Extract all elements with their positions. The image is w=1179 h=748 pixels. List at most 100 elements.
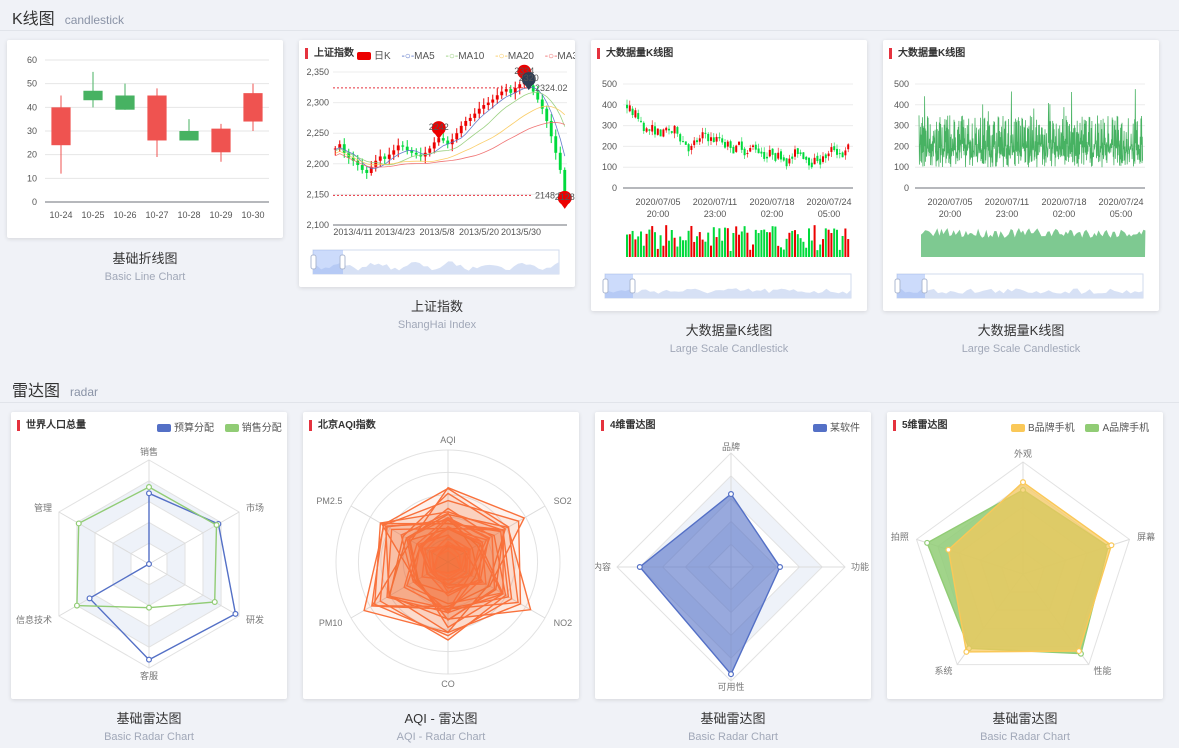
chart-caption[interactable]: 基础折线图 Basic Line Chart <box>104 251 186 283</box>
volume-area <box>921 228 1146 257</box>
chart-legend[interactable]: 某软件 <box>813 419 860 434</box>
volume-bar <box>808 228 810 257</box>
volume-bar <box>774 226 777 257</box>
datazoom-selection <box>605 274 633 298</box>
shanghai-index-chart: 2,100 2,150 2,200 2,250 2,300 2,350 2324.02 214… <box>306 64 575 275</box>
radar-series-point <box>211 598 218 605</box>
chart-card-radar-budget[interactable]: 销售 市场 研发 客服 信息技术 管理 世界人口总量 预算分配 销售分配 <box>11 412 287 699</box>
chart-caption[interactable]: 上证指数 ShangHai Index <box>397 299 477 331</box>
chart-card-basic-candlestick[interactable]: 0 10 20 30 40 50 60 10-24 10-25 10-26 10-27 10-28 10… <box>7 40 283 238</box>
y-tick-label: 30 <box>27 126 37 136</box>
legend-item-ma20[interactable]: -○-MA20 <box>495 51 534 62</box>
volume-bar <box>754 229 757 257</box>
candle-body <box>509 89 513 93</box>
volume-bar <box>631 230 634 257</box>
candle-body <box>696 140 698 143</box>
chart-card-large-candlestick-1[interactable]: 0 100 200 300 400 500 2020/07/05 20:00 2020/07/1… <box>591 40 867 311</box>
volume-bar <box>819 244 822 257</box>
chart-legend[interactable]: 预算分配 销售分配 <box>157 419 282 434</box>
radar-spoke <box>447 561 546 619</box>
mark-point-pin <box>521 72 536 87</box>
candle-body <box>338 144 342 149</box>
radar-series-point <box>777 564 784 571</box>
radar-series-area <box>947 481 1113 653</box>
chart-caption[interactable]: 基础雷达图 Basic Radar Chart <box>980 711 1070 743</box>
chart-caption[interactable]: 大数据量K线图 Large Scale Candlestick <box>669 323 789 355</box>
candle-body <box>536 91 540 100</box>
radar-indicator-label: 系统 <box>934 665 952 676</box>
radar-series-area <box>433 549 462 575</box>
x-tick-label: 2020/07/05 <box>927 197 972 207</box>
candle-body <box>387 154 391 159</box>
candle-body <box>682 141 684 143</box>
volume-bar <box>682 240 684 257</box>
datazoom-area <box>313 261 559 274</box>
legend-item-ma5[interactable]: -○-MA5 <box>401 51 435 62</box>
y-tick-label: 0 <box>904 183 909 193</box>
radar-spoke <box>447 505 546 563</box>
legend-item-budget[interactable]: 预算分配 <box>157 423 214 434</box>
candle-body <box>662 129 665 137</box>
x-tick-label: 10-27 <box>145 210 168 220</box>
radar-indicator-label: 拍照 <box>891 531 909 542</box>
chart-card-shanghai-index[interactable]: 2,100 2,150 2,200 2,250 2,300 2,350 2324.02 214… <box>299 40 575 287</box>
chart-caption[interactable]: AQI - 雷达图 AQI - Radar Chart <box>396 711 486 743</box>
candle-body <box>796 148 799 155</box>
volume-bar <box>749 249 752 257</box>
chart-legend[interactable]: 日K -○-MA5 -○-MA10 -○-MA20 -○-MA30 <box>357 47 575 62</box>
candle-body <box>419 154 423 157</box>
x-tick-label: 10-30 <box>241 210 264 220</box>
candle-body <box>732 146 735 154</box>
volume-bar <box>718 228 721 257</box>
legend-item-brand-a[interactable]: A品牌手机 <box>1085 423 1149 434</box>
candle-body <box>749 147 752 152</box>
mark-point-label: 2128 <box>555 192 575 202</box>
chart-card-radar-aqi[interactable]: AQI SO2 NO2 CO PM10 PM2.5 北京AQI指数 <box>303 412 579 699</box>
legend-item-brand-b[interactable]: B品牌手机 <box>1011 423 1075 434</box>
volume-bar <box>816 250 819 257</box>
candle-body <box>654 126 656 135</box>
chart-card-radar-5d[interactable]: 外观 屏幕 性能 系统 拍照 5维雷达图 B品牌手机 A品牌手机 <box>887 412 1163 699</box>
section-subtitle: radar <box>70 385 99 399</box>
chart-caption[interactable]: 基础雷达图 Basic Radar Chart <box>688 711 778 743</box>
radar-indicator-label: 市场 <box>246 502 264 513</box>
volume-bar <box>836 229 838 257</box>
candle-body <box>179 131 199 141</box>
candle-body <box>698 138 701 142</box>
candle-body <box>805 156 808 160</box>
section-header-radar: 雷达图 radar <box>0 372 1179 403</box>
chart-legend[interactable]: B品牌手机 A品牌手机 <box>1011 419 1149 434</box>
candle-body <box>486 102 490 106</box>
volume-bar <box>659 235 662 257</box>
volume-bar <box>640 231 642 257</box>
chart-caption[interactable]: 大数据量K线图 Large Scale Candlestick <box>961 323 1081 355</box>
y-tick-label: 100 <box>602 162 617 172</box>
legend-item-dayk[interactable]: 日K <box>357 51 391 62</box>
radar-series-point <box>146 604 153 611</box>
chart-card-large-candlestick-2[interactable]: 0 100 200 300 400 500 2020/07/05 20:00 2020/07/1… <box>883 40 1159 311</box>
radar-indicator-label: NO2 <box>554 618 573 628</box>
x-tick-label: 2013/5/30 <box>501 227 541 237</box>
y-tick-label: 2,250 <box>306 128 329 138</box>
chart-title: 大数据量K线图 <box>597 48 673 59</box>
chart-caption[interactable]: 基础雷达图 Basic Radar Chart <box>104 711 194 743</box>
candle-body <box>693 140 696 146</box>
legend-item-ma30[interactable]: -○-MA30 <box>544 51 575 62</box>
volume-bar <box>701 239 704 257</box>
volume-bar <box>805 247 808 257</box>
volume-bar <box>690 225 693 257</box>
volume-bar <box>830 233 833 257</box>
radar-indicator-label: 品牌 <box>722 441 740 452</box>
candle-body <box>819 158 822 165</box>
candle-body <box>715 136 718 142</box>
legend-item-software[interactable]: 某软件 <box>813 423 860 434</box>
legend-item-ma10[interactable]: -○-MA10 <box>445 51 485 62</box>
volume-bar <box>642 245 645 257</box>
x-tick-label: 2013/4/11 <box>333 227 372 237</box>
section-title: K线图 candlestick <box>12 11 125 28</box>
candle-body <box>816 155 819 162</box>
legend-item-sales[interactable]: 销售分配 <box>224 423 282 434</box>
radar-series-point <box>75 520 82 527</box>
datazoom-handle-left <box>602 278 609 294</box>
chart-card-radar-4d[interactable]: 品牌 功能 可用性 内容 4维雷达图 某软件 <box>595 412 871 699</box>
